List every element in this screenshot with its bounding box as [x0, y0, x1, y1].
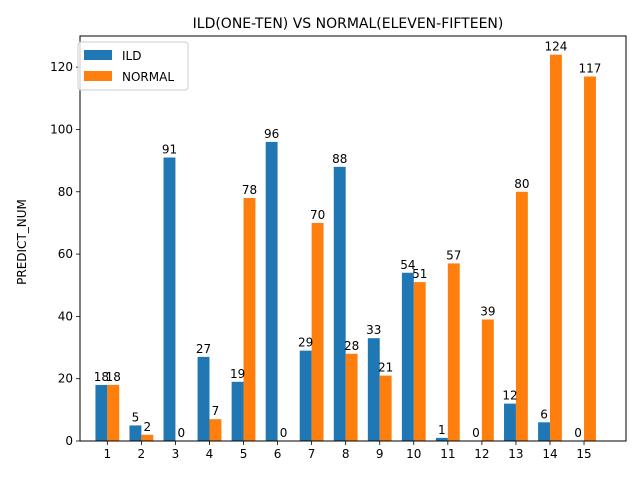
bar-normal-9 — [379, 375, 392, 441]
legend: ILD NORMAL — [77, 41, 189, 91]
data-label-ild-6: 96 — [264, 127, 279, 141]
bar-ild-11 — [435, 437, 448, 441]
bar-ild-2 — [129, 425, 142, 441]
bar-ild-13 — [504, 403, 516, 441]
bar-ild-10 — [401, 272, 414, 441]
chart-title: ILD(ONE-TEN) VS NORMAL(ELEVEN-FIFTEEN) — [193, 16, 504, 32]
bar-ild-8 — [333, 166, 346, 441]
data-label-ild-3: 91 — [162, 143, 177, 157]
legend-label-normal: NORMAL — [122, 70, 174, 84]
bar-normal-15 — [584, 76, 596, 441]
data-label-normal-7: 70 — [310, 208, 325, 222]
x-tick-label: 5 — [240, 447, 248, 461]
data-label-normal-13: 80 — [514, 177, 529, 191]
bar-ild-4 — [197, 356, 210, 441]
data-label-normal-11: 57 — [446, 248, 461, 262]
bar-normal-14 — [549, 54, 562, 441]
plot-frame — [79, 35, 627, 442]
bar-ild-1 — [95, 384, 108, 441]
legend-label-ild: ILD — [122, 49, 141, 63]
y-tick-label: 0 — [65, 434, 73, 448]
data-label-ild-9: 33 — [366, 323, 381, 337]
legend-swatch-ild — [84, 50, 112, 60]
data-label-ild-14: 6 — [540, 407, 548, 421]
bar-normal-1 — [107, 384, 120, 441]
bar-normal-13 — [515, 191, 528, 441]
x-tick-label: 11 — [440, 447, 455, 461]
data-label-normal-5: 78 — [242, 183, 257, 197]
x-tick-label: 7 — [308, 447, 316, 461]
bar-normal-11 — [447, 263, 460, 441]
data-label-normal-9: 21 — [378, 361, 393, 375]
x-ticks-group: 1 2 3 4 5 6 7 8 9 10 11 12 13 14 15 — [104, 441, 592, 461]
legend-swatch-normal — [84, 71, 112, 81]
x-tick-label: 8 — [342, 447, 350, 461]
bar-normal-8 — [345, 353, 358, 441]
data-label-ild-13: 12 — [502, 389, 517, 403]
x-tick-label: 12 — [474, 447, 489, 461]
y-tick-label: 120 — [50, 60, 73, 74]
data-label-normal-8: 28 — [344, 339, 359, 353]
data-label-normal-14: 124 — [544, 40, 567, 54]
y-ticks-group: 0 20 40 60 80 100 120 — [50, 60, 80, 448]
data-label-ild-11: 1 — [438, 423, 446, 437]
x-tick-label: 10 — [406, 447, 421, 461]
x-tick-label: 13 — [508, 447, 523, 461]
bar-ild-3 — [163, 157, 176, 441]
bar-normal-4 — [209, 419, 222, 441]
bar-ild-14 — [538, 422, 550, 441]
data-label-normal-4: 7 — [212, 404, 220, 418]
y-axis-label: PREDICT_NUM — [15, 199, 29, 285]
y-tick-label: 60 — [58, 247, 73, 261]
bar-ild-9 — [367, 338, 380, 441]
data-label-ild-8: 88 — [332, 152, 347, 166]
y-tick-label: 40 — [58, 309, 73, 323]
data-label-ild-5: 19 — [230, 367, 245, 381]
data-label-ild-7: 29 — [298, 336, 313, 350]
data-label-normal-10: 51 — [412, 267, 427, 281]
x-tick-label: 1 — [104, 447, 112, 461]
y-tick-label: 20 — [58, 372, 73, 386]
data-label-normal-15: 117 — [579, 62, 602, 76]
data-label-ild-10: 54 — [400, 258, 415, 272]
bar-normal-12 — [481, 319, 494, 441]
x-tick-label: 2 — [138, 447, 146, 461]
bar-ild-7 — [299, 350, 312, 441]
data-label-ild-15: 0 — [574, 426, 582, 440]
data-label-ild-2: 5 — [132, 410, 140, 424]
data-label-ild-4: 27 — [196, 342, 211, 356]
bars-group — [95, 54, 596, 442]
data-label-normal-1: 18 — [106, 370, 121, 384]
bar-normal-5 — [243, 198, 256, 441]
data-label-ild-1: 18 — [94, 370, 109, 384]
bar-normal-7 — [311, 222, 324, 441]
y-tick-label: 80 — [58, 185, 73, 199]
bar-ild-5 — [231, 381, 244, 441]
data-label-normal-12: 39 — [480, 305, 495, 319]
data-label-normal-6: 0 — [280, 426, 288, 440]
bar-normal-2 — [141, 434, 154, 441]
x-tick-label: 14 — [542, 447, 557, 461]
data-label-normal-3: 0 — [178, 426, 186, 440]
x-tick-label: 15 — [576, 447, 591, 461]
bar-normal-10 — [413, 282, 426, 441]
data-label-ild-12: 0 — [472, 426, 480, 440]
x-tick-label: 9 — [376, 447, 384, 461]
bar-ild-6 — [265, 141, 278, 442]
x-tick-label: 6 — [274, 447, 282, 461]
x-tick-label: 4 — [206, 447, 214, 461]
y-tick-label: 100 — [50, 122, 73, 136]
x-tick-label: 3 — [172, 447, 180, 461]
data-label-normal-2: 2 — [144, 420, 152, 434]
data-labels-group: 18 5 91 27 19 96 29 88 33 54 1 0 12 6 0 18 2 0 7 78 0 70 28 21 5… — [94, 40, 602, 440]
